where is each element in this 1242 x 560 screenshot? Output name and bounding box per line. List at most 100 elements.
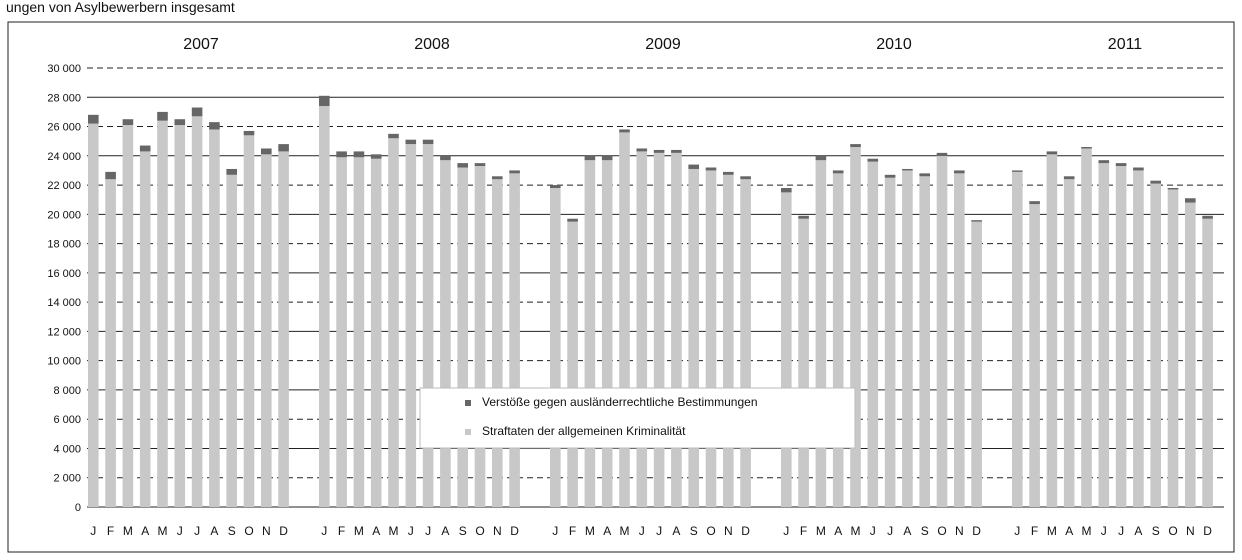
bar-verstoesse (815, 155, 827, 161)
month-label: J (408, 524, 414, 538)
plot-frame (7, 21, 1235, 553)
bar-verstoesse (405, 139, 417, 145)
bar-verstoesse (1202, 215, 1213, 219)
month-label: O (937, 524, 946, 538)
bar-verstoesse (422, 139, 434, 145)
bar-verstoesse (740, 176, 751, 180)
bar-straftaten (781, 192, 792, 507)
bar-straftaten (509, 173, 520, 508)
bar-verstoesse (1046, 151, 1058, 155)
bar-verstoesse (567, 218, 578, 222)
bar-verstoesse (636, 148, 648, 152)
bar-verstoesse (226, 168, 237, 175)
month-label: A (1134, 524, 1142, 538)
month-label: M (585, 524, 595, 538)
bar-verstoesse (157, 111, 168, 121)
month-label: A (372, 524, 380, 538)
bar-verstoesse (971, 220, 982, 222)
month-label: M (158, 524, 168, 538)
month-label: M (620, 524, 630, 538)
month-label: N (493, 524, 502, 538)
bar-verstoesse (798, 215, 809, 219)
bar-straftaten (191, 116, 203, 507)
bar-verstoesse (601, 155, 613, 161)
bar-verstoesse (705, 167, 717, 171)
month-label: J (425, 524, 431, 538)
bar-straftaten (584, 160, 596, 507)
year-label: 2008 (414, 36, 450, 53)
y-tick-label: 10 000 (47, 356, 81, 368)
month-label: S (921, 524, 929, 538)
month-label: J (1118, 524, 1124, 538)
year-label: 2007 (183, 36, 219, 53)
bar-verstoesse (509, 170, 520, 174)
year-labels: 2007 2008 2009 2010 2011 (183, 36, 1142, 53)
bar-verstoesse (1098, 160, 1110, 164)
y-tick-label: 2 000 (53, 473, 81, 485)
month-label: M (1047, 524, 1057, 538)
month-label: O (244, 524, 253, 538)
year-label: 2010 (876, 36, 912, 53)
bar-straftaten (636, 151, 648, 507)
month-label: A (672, 524, 680, 538)
bar-straftaten (705, 170, 717, 507)
bar-straftaten (105, 179, 116, 508)
bar-verstoesse (261, 148, 272, 155)
month-label: J (639, 524, 645, 538)
bar-verstoesse (781, 187, 792, 193)
month-label: S (1152, 524, 1160, 538)
bar-straftaten (388, 138, 399, 508)
bar-straftaten (1063, 179, 1075, 508)
bar-straftaten (88, 123, 99, 508)
bar-verstoesse (336, 151, 347, 158)
legend-swatch (465, 400, 471, 406)
bar-verstoesse (492, 176, 503, 180)
bar-straftaten (971, 221, 982, 507)
month-label: F (800, 524, 807, 538)
bar-verstoesse (954, 170, 965, 174)
legend-label: Verstöße gegen ausländerrechtliche Besti… (482, 395, 758, 409)
bar-straftaten (740, 179, 751, 508)
bar-straftaten (226, 174, 237, 507)
y-tick-label: 14 000 (47, 297, 81, 309)
y-axis-tick-labels: 0 2 000 4 000 6 000 8 000 10 000 12 000 14 000 1… (47, 63, 81, 514)
bar-straftaten (474, 166, 486, 507)
y-tick-label: 6 000 (53, 414, 81, 426)
y-tick-label: 20 000 (47, 209, 81, 221)
bar-straftaten (370, 158, 382, 507)
page-title: ungen von Asylbewerbern insgesamt (6, 0, 235, 15)
bar-straftaten (550, 187, 561, 507)
month-label: A (603, 524, 611, 538)
bar-verstoesse (388, 133, 399, 139)
y-tick-label: 8 000 (53, 385, 81, 397)
bar-straftaten (936, 155, 948, 508)
bar-straftaten (492, 179, 503, 508)
bar-straftaten (139, 151, 151, 507)
y-tick-label: 24 000 (47, 151, 81, 163)
bar-verstoesse (457, 163, 468, 168)
month-label: N (955, 524, 964, 538)
bar-verstoesse (243, 130, 255, 136)
bar-straftaten (457, 167, 468, 508)
bar-verstoesse (209, 122, 220, 130)
bar-straftaten (243, 135, 255, 507)
bar-verstoesse (353, 151, 365, 158)
bar-straftaten (1133, 170, 1144, 507)
month-label: N (1186, 524, 1195, 538)
bar-verstoesse (1167, 187, 1179, 190)
month-label: D (1203, 524, 1212, 538)
month-label: D (510, 524, 519, 538)
bar-verstoesse (122, 119, 134, 126)
bar-verstoesse (174, 119, 186, 126)
legend-box (419, 387, 856, 449)
bar-straftaten (619, 132, 630, 508)
bar-straftaten (723, 174, 734, 507)
bar-verstoesse (1115, 163, 1127, 167)
bar-verstoesse (919, 173, 930, 177)
bar-straftaten (867, 161, 879, 508)
bar-straftaten (209, 129, 220, 507)
month-label: D (741, 524, 750, 538)
month-label: A (834, 524, 842, 538)
